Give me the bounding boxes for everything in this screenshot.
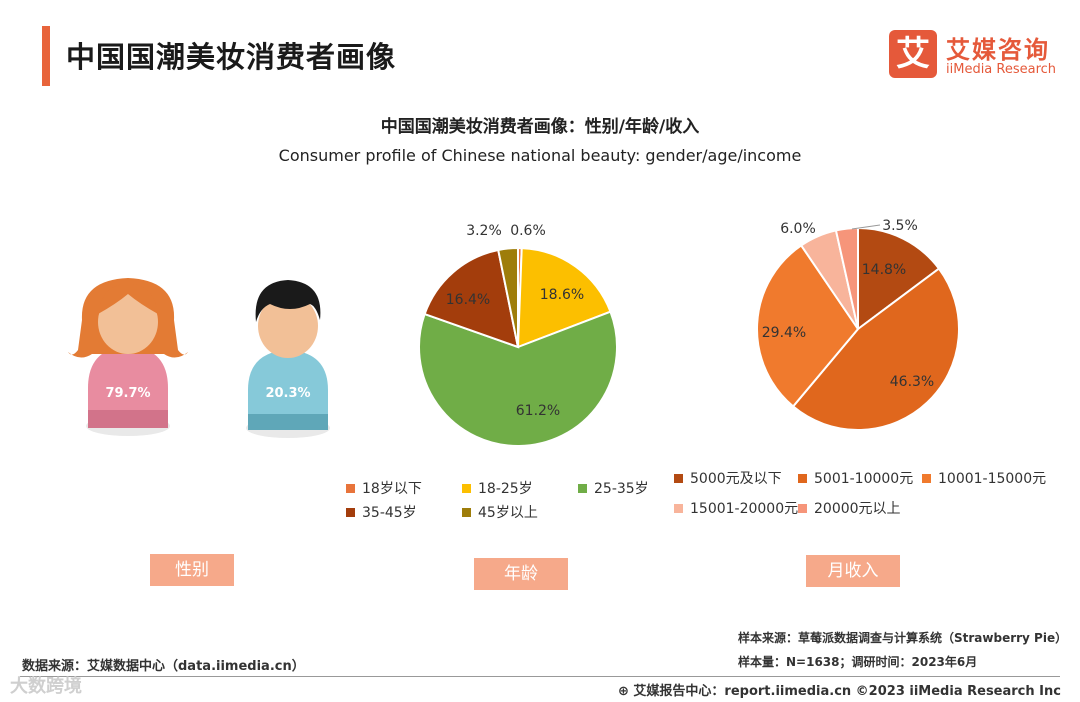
watermark: 大数跨境	[10, 676, 82, 697]
pie-data-label: 14.8%	[862, 262, 906, 278]
brand-name-en: iiMedia Research	[946, 62, 1057, 77]
pie-data-label: 46.3%	[890, 374, 934, 390]
income-section-tag: 月收入	[806, 555, 900, 587]
age-legend-item: 18-25岁	[462, 478, 533, 498]
legend-label: 18-25岁	[478, 481, 533, 497]
pie-data-label: 3.2%	[466, 223, 502, 239]
pie-data-label: 18.6%	[540, 287, 584, 303]
brand-logo-mark: 艾	[889, 30, 937, 78]
footer-text: 艾媒报告中心：report.iimedia.cn ©2023 iiMedia R…	[633, 684, 1061, 699]
pie-slice	[857, 226, 941, 331]
pie-data-label: 0.6%	[510, 223, 546, 239]
pie-slice	[497, 246, 519, 348]
legend-swatch	[798, 503, 807, 513]
age-legend-item: 25-35岁	[578, 478, 649, 498]
legend-swatch	[346, 507, 355, 517]
legend-swatch	[462, 483, 471, 493]
globe-icon: ⊕	[618, 684, 634, 699]
income-legend-item: 5001-10000元	[798, 468, 913, 488]
age-legend-item: 35-45岁	[346, 502, 417, 522]
female-figure	[68, 278, 188, 436]
sample-source: 样本来源：草莓派数据调查与计算系统（Strawberry Pie）	[738, 631, 1068, 645]
pie-data-label: 6.0%	[780, 221, 816, 237]
gender-female-label: 79.7%	[105, 386, 150, 401]
pie-slice	[791, 267, 960, 431]
age-pie-chart: 0.6% 18.6% 61.2% 16.4% 3.2%	[418, 223, 618, 447]
legend-label: 5001-10000元	[814, 471, 914, 487]
legend-label: 20000元以上	[814, 501, 901, 517]
sample-size: 样本量：N=1638；调研时间：2023年6月	[738, 655, 978, 669]
age-legend-item: 18岁以下	[346, 478, 422, 498]
legend-swatch	[462, 507, 471, 517]
footer-credit: ⊕ 艾媒报告中心：report.iimedia.cn ©2023 iiMedia…	[618, 680, 1061, 699]
chart-title-cn: 中国国潮美妆消费者画像：性别/年龄/收入	[380, 117, 700, 137]
pie-slice	[418, 310, 618, 447]
legend-swatch	[346, 483, 355, 493]
page-title: 中国国潮美妆消费者画像	[66, 40, 397, 74]
legend-swatch	[922, 473, 931, 483]
age-legend-item: 45岁以上	[462, 502, 538, 522]
pie-slice	[516, 247, 612, 349]
pie-data-label: 29.4%	[762, 325, 806, 341]
legend-label: 15001-20000元	[690, 501, 799, 517]
pie-slice	[423, 248, 520, 349]
pie-slice	[756, 244, 860, 408]
male-figure	[246, 280, 330, 438]
age-section-tag: 年龄	[474, 558, 568, 590]
footer-divider	[20, 676, 1060, 677]
legend-swatch	[578, 483, 587, 493]
pie-data-label: 3.5%	[882, 218, 918, 234]
gender-pictogram: 79.7% 20.3%	[68, 278, 330, 438]
legend-label: 5000元及以下	[690, 471, 782, 487]
legend-label: 45岁以上	[478, 505, 538, 521]
income-legend-item: 5000元及以下	[674, 468, 782, 488]
legend-label: 10001-15000元	[938, 471, 1047, 487]
pie-data-label: 61.2%	[516, 403, 560, 419]
legend-label: 35-45岁	[362, 505, 417, 521]
leader-line	[851, 224, 881, 230]
legend-swatch	[798, 473, 807, 483]
income-legend-item: 20000元以上	[798, 498, 901, 518]
brand-name-cn: 艾媒咨询	[946, 36, 1050, 64]
data-source: 数据来源：艾媒数据中心（data.iimedia.cn）	[22, 659, 305, 674]
title-accent-bar	[42, 26, 50, 86]
income-legend-item: 10001-15000元	[922, 468, 1046, 488]
gender-male-label: 20.3%	[265, 386, 310, 401]
pie-data-label: 16.4%	[446, 292, 490, 308]
legend-label: 25-35岁	[594, 481, 649, 497]
chart-title-en: Consumer profile of Chinese national bea…	[278, 146, 802, 165]
legend-label: 18岁以下	[362, 481, 422, 497]
income-pie-chart: 14.8% 46.3% 29.4% 6.0% 3.5%	[756, 218, 960, 431]
income-legend-item: 15001-20000元	[674, 498, 798, 518]
gender-section-tag: 性别	[150, 554, 234, 586]
legend-swatch	[674, 503, 683, 513]
legend-swatch	[674, 473, 683, 483]
